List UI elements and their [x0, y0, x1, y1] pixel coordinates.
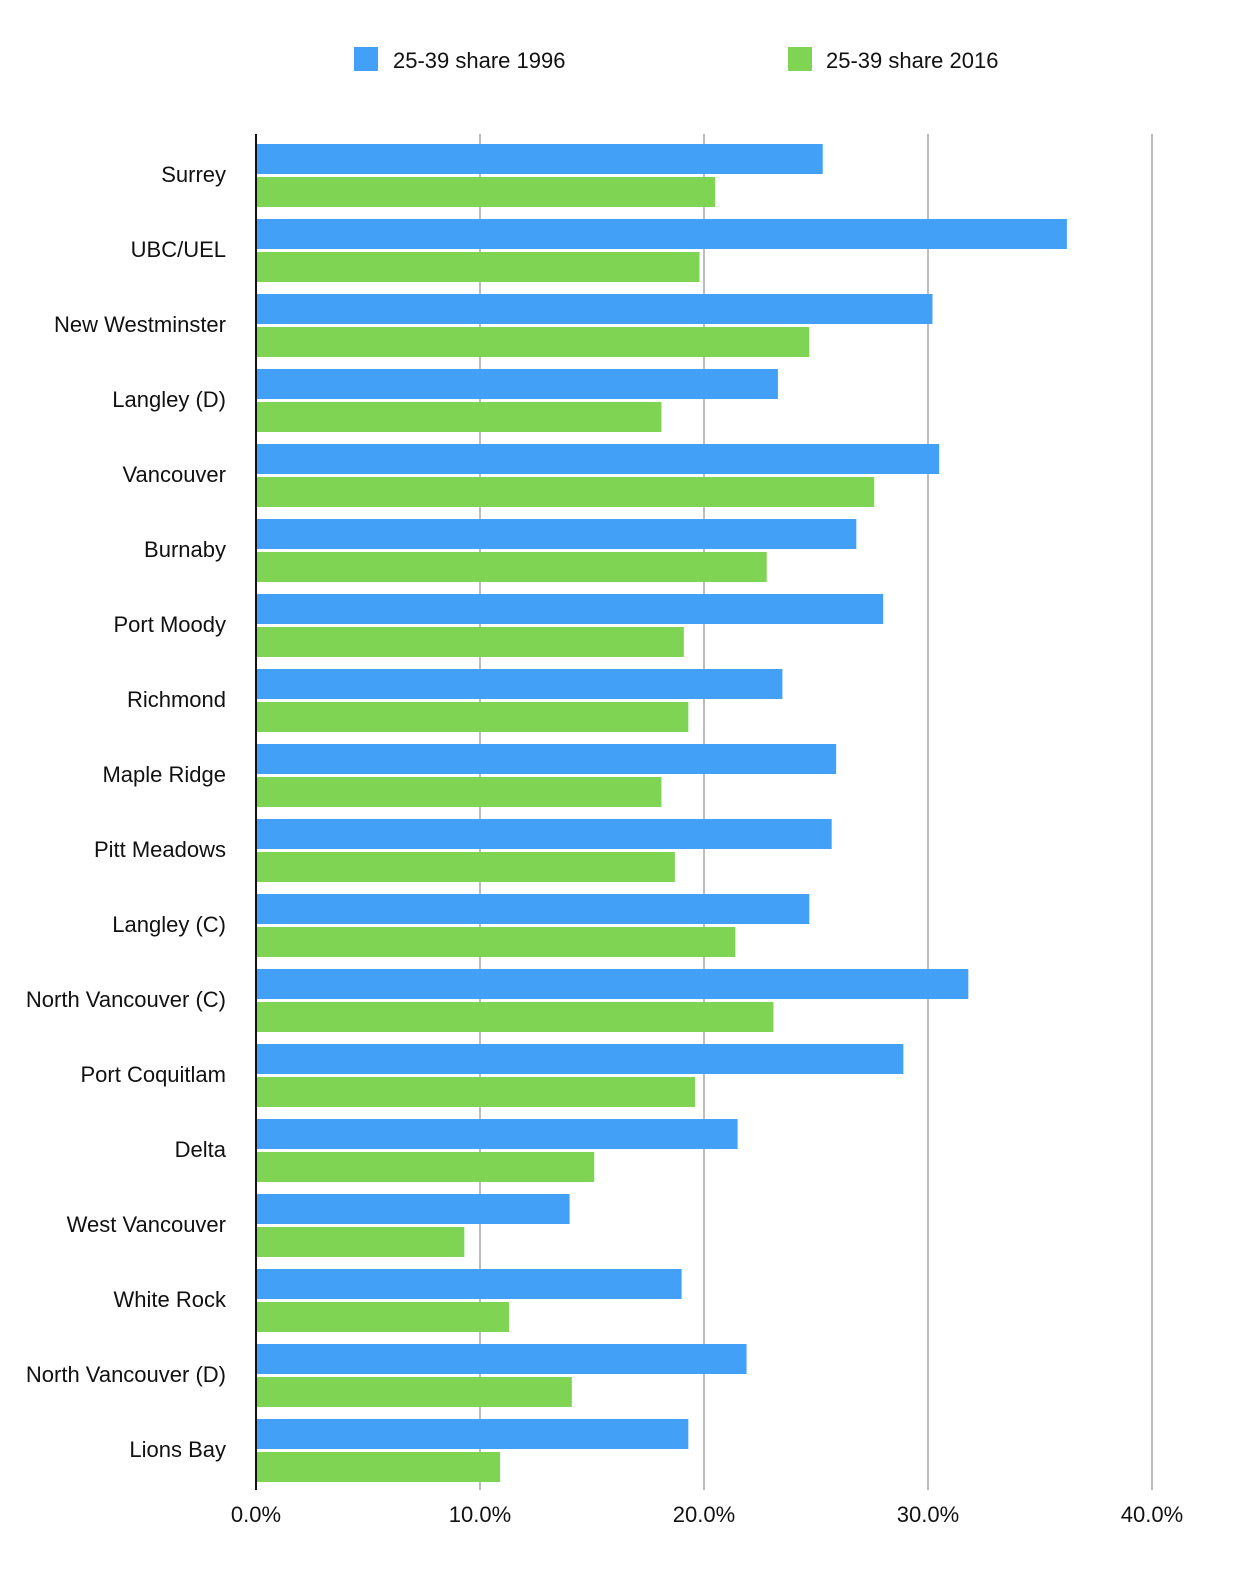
bar-langley-c-2016	[256, 927, 736, 957]
category-label: Port Coquitlam	[80, 1062, 226, 1087]
x-tick-label: 30.0%	[897, 1502, 959, 1527]
bar-richmond-2016	[256, 702, 689, 732]
bar-burnaby-2016	[256, 552, 767, 582]
bar-west-vancouver-1996	[256, 1194, 570, 1224]
x-tick-label: 40.0%	[1121, 1502, 1183, 1527]
bar-north-vancouver-c-2016	[256, 1002, 774, 1032]
bar-maple-ridge-1996	[256, 744, 837, 774]
bar-surrey-2016	[256, 177, 716, 207]
bar-pitt-meadows-1996	[256, 819, 832, 849]
bar-white-rock-2016	[256, 1302, 510, 1332]
category-label: Pitt Meadows	[94, 837, 226, 862]
legend-label-1996: 25-39 share 1996	[393, 48, 565, 73]
legend: 25-39 share 1996 25-39 share 2016	[354, 47, 998, 73]
bar-lions-bay-2016	[256, 1452, 501, 1482]
category-label: Lions Bay	[129, 1437, 226, 1462]
legend-label-2016: 25-39 share 2016	[826, 48, 998, 73]
bar-vancouver-1996	[256, 444, 940, 474]
bar-langley-d-1996	[256, 369, 778, 399]
bar-new-westminster-1996	[256, 294, 933, 324]
category-label: Langley (D)	[112, 387, 226, 412]
category-label: Port Moody	[114, 612, 227, 637]
bar-ubc-uel-1996	[256, 219, 1067, 249]
bar-west-vancouver-2016	[256, 1227, 465, 1257]
category-label: North Vancouver (C)	[26, 987, 226, 1012]
category-label: Burnaby	[144, 537, 226, 562]
category-label: UBC/UEL	[131, 237, 226, 262]
legend-swatch-2016	[788, 47, 812, 71]
category-label: North Vancouver (D)	[26, 1362, 226, 1387]
bar-white-rock-1996	[256, 1269, 682, 1299]
category-label: New Westminster	[54, 312, 226, 337]
bar-langley-d-2016	[256, 402, 662, 432]
bar-surrey-1996	[256, 144, 823, 174]
legend-swatch-1996	[354, 47, 378, 71]
x-tick-labels: 0.0% 10.0% 20.0% 30.0% 40.0%	[231, 1502, 1183, 1527]
x-tick-label: 0.0%	[231, 1502, 281, 1527]
bar-pitt-meadows-2016	[256, 852, 675, 882]
bar-port-coquitlam-2016	[256, 1077, 696, 1107]
category-label: White Rock	[114, 1287, 227, 1312]
category-label: Richmond	[127, 687, 226, 712]
bar-burnaby-1996	[256, 519, 857, 549]
bar-lions-bay-1996	[256, 1419, 689, 1449]
bar-delta-2016	[256, 1152, 595, 1182]
bar-north-vancouver-d-2016	[256, 1377, 572, 1407]
bar-langley-c-1996	[256, 894, 810, 924]
bar-port-moody-1996	[256, 594, 884, 624]
category-label: West Vancouver	[67, 1212, 226, 1237]
bar-delta-1996	[256, 1119, 738, 1149]
bar-vancouver-2016	[256, 477, 875, 507]
category-label: Surrey	[161, 162, 226, 187]
bar-north-vancouver-d-1996	[256, 1344, 747, 1374]
bar-new-westminster-2016	[256, 327, 810, 357]
category-label: Delta	[175, 1137, 227, 1162]
x-tick-label: 20.0%	[673, 1502, 735, 1527]
bar-maple-ridge-2016	[256, 777, 662, 807]
bar-north-vancouver-c-1996	[256, 969, 969, 999]
category-labels: Surrey UBC/UEL New Westminster Langley (D) V…	[26, 162, 227, 1462]
category-label: Vancouver	[122, 462, 226, 487]
category-label: Maple Ridge	[102, 762, 226, 787]
bar-port-moody-2016	[256, 627, 684, 657]
bar-port-coquitlam-1996	[256, 1044, 904, 1074]
category-label: Langley (C)	[112, 912, 226, 937]
bar-ubc-uel-2016	[256, 252, 700, 282]
bar-richmond-1996	[256, 669, 783, 699]
x-tick-label: 10.0%	[449, 1502, 511, 1527]
bars	[256, 144, 1067, 1482]
gridlines	[479, 134, 1153, 1490]
